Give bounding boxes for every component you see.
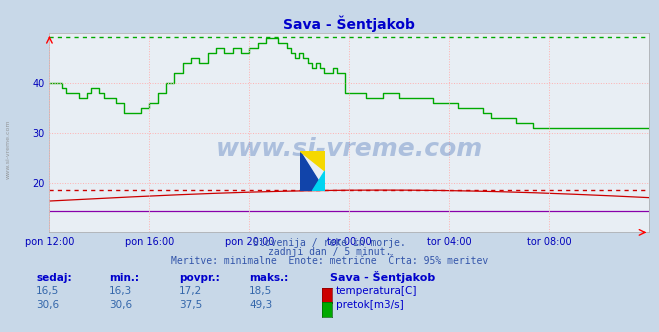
Text: 49,3: 49,3 [249,300,272,310]
Text: 16,5: 16,5 [36,287,59,296]
Text: povpr.:: povpr.: [179,273,220,283]
Text: pretok[m3/s]: pretok[m3/s] [336,300,404,310]
Text: min.:: min.: [109,273,139,283]
Text: Meritve: minimalne  Enote: metrične  Črta: 95% meritev: Meritve: minimalne Enote: metrične Črta:… [171,256,488,266]
Title: Sava - Šentjakob: Sava - Šentjakob [283,16,415,32]
Polygon shape [312,171,325,191]
Text: www.si-vreme.com: www.si-vreme.com [5,120,11,179]
Text: temperatura[C]: temperatura[C] [336,287,418,296]
Text: 37,5: 37,5 [179,300,202,310]
Polygon shape [300,151,325,171]
Text: 17,2: 17,2 [179,287,202,296]
Text: 16,3: 16,3 [109,287,132,296]
Text: maks.:: maks.: [249,273,289,283]
Text: www.si-vreme.com: www.si-vreme.com [215,137,483,161]
Text: Sava - Šentjakob: Sava - Šentjakob [330,271,435,283]
Text: zadnji dan / 5 minut.: zadnji dan / 5 minut. [268,247,391,257]
Text: sedaj:: sedaj: [36,273,72,283]
Text: Slovenija / reke in morje.: Slovenija / reke in morje. [253,238,406,248]
Text: 30,6: 30,6 [109,300,132,310]
Text: 30,6: 30,6 [36,300,59,310]
Polygon shape [300,151,325,191]
Text: 18,5: 18,5 [249,287,272,296]
